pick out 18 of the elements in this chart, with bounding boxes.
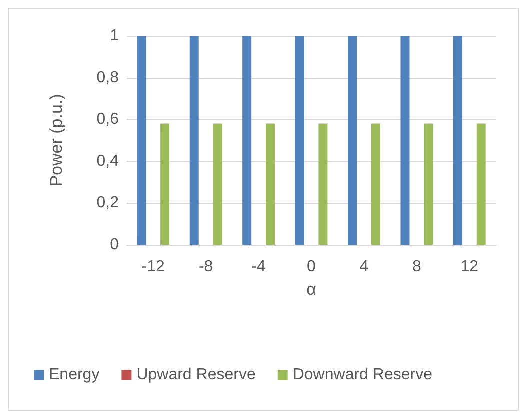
x-tick-label: 8 [412, 258, 422, 276]
y-axis-title: Power (p.u.) [47, 94, 66, 187]
legend-label: Downward Reserve [292, 366, 433, 384]
y-tick-label: 0,8 [96, 69, 120, 86]
legend-label: Upward Reserve [136, 366, 256, 384]
legend-label: Energy [49, 366, 100, 384]
x-axis-title: α [306, 280, 317, 299]
y-tick-label: 0 [110, 236, 120, 254]
x-tick-label: -12 [142, 258, 166, 276]
y-tick-label: 1 [110, 28, 120, 44]
x-tick-label: -4 [252, 258, 266, 276]
y-tick-label: 0,6 [96, 111, 120, 128]
x-tick-label: 0 [307, 258, 316, 276]
x-tick-label: -8 [198, 258, 214, 276]
y-tick-label: 0,4 [96, 152, 120, 170]
x-tick-label: 12 [460, 258, 479, 276]
x-tick-label: 4 [360, 258, 369, 276]
y-tick-label: 0,2 [96, 194, 120, 212]
